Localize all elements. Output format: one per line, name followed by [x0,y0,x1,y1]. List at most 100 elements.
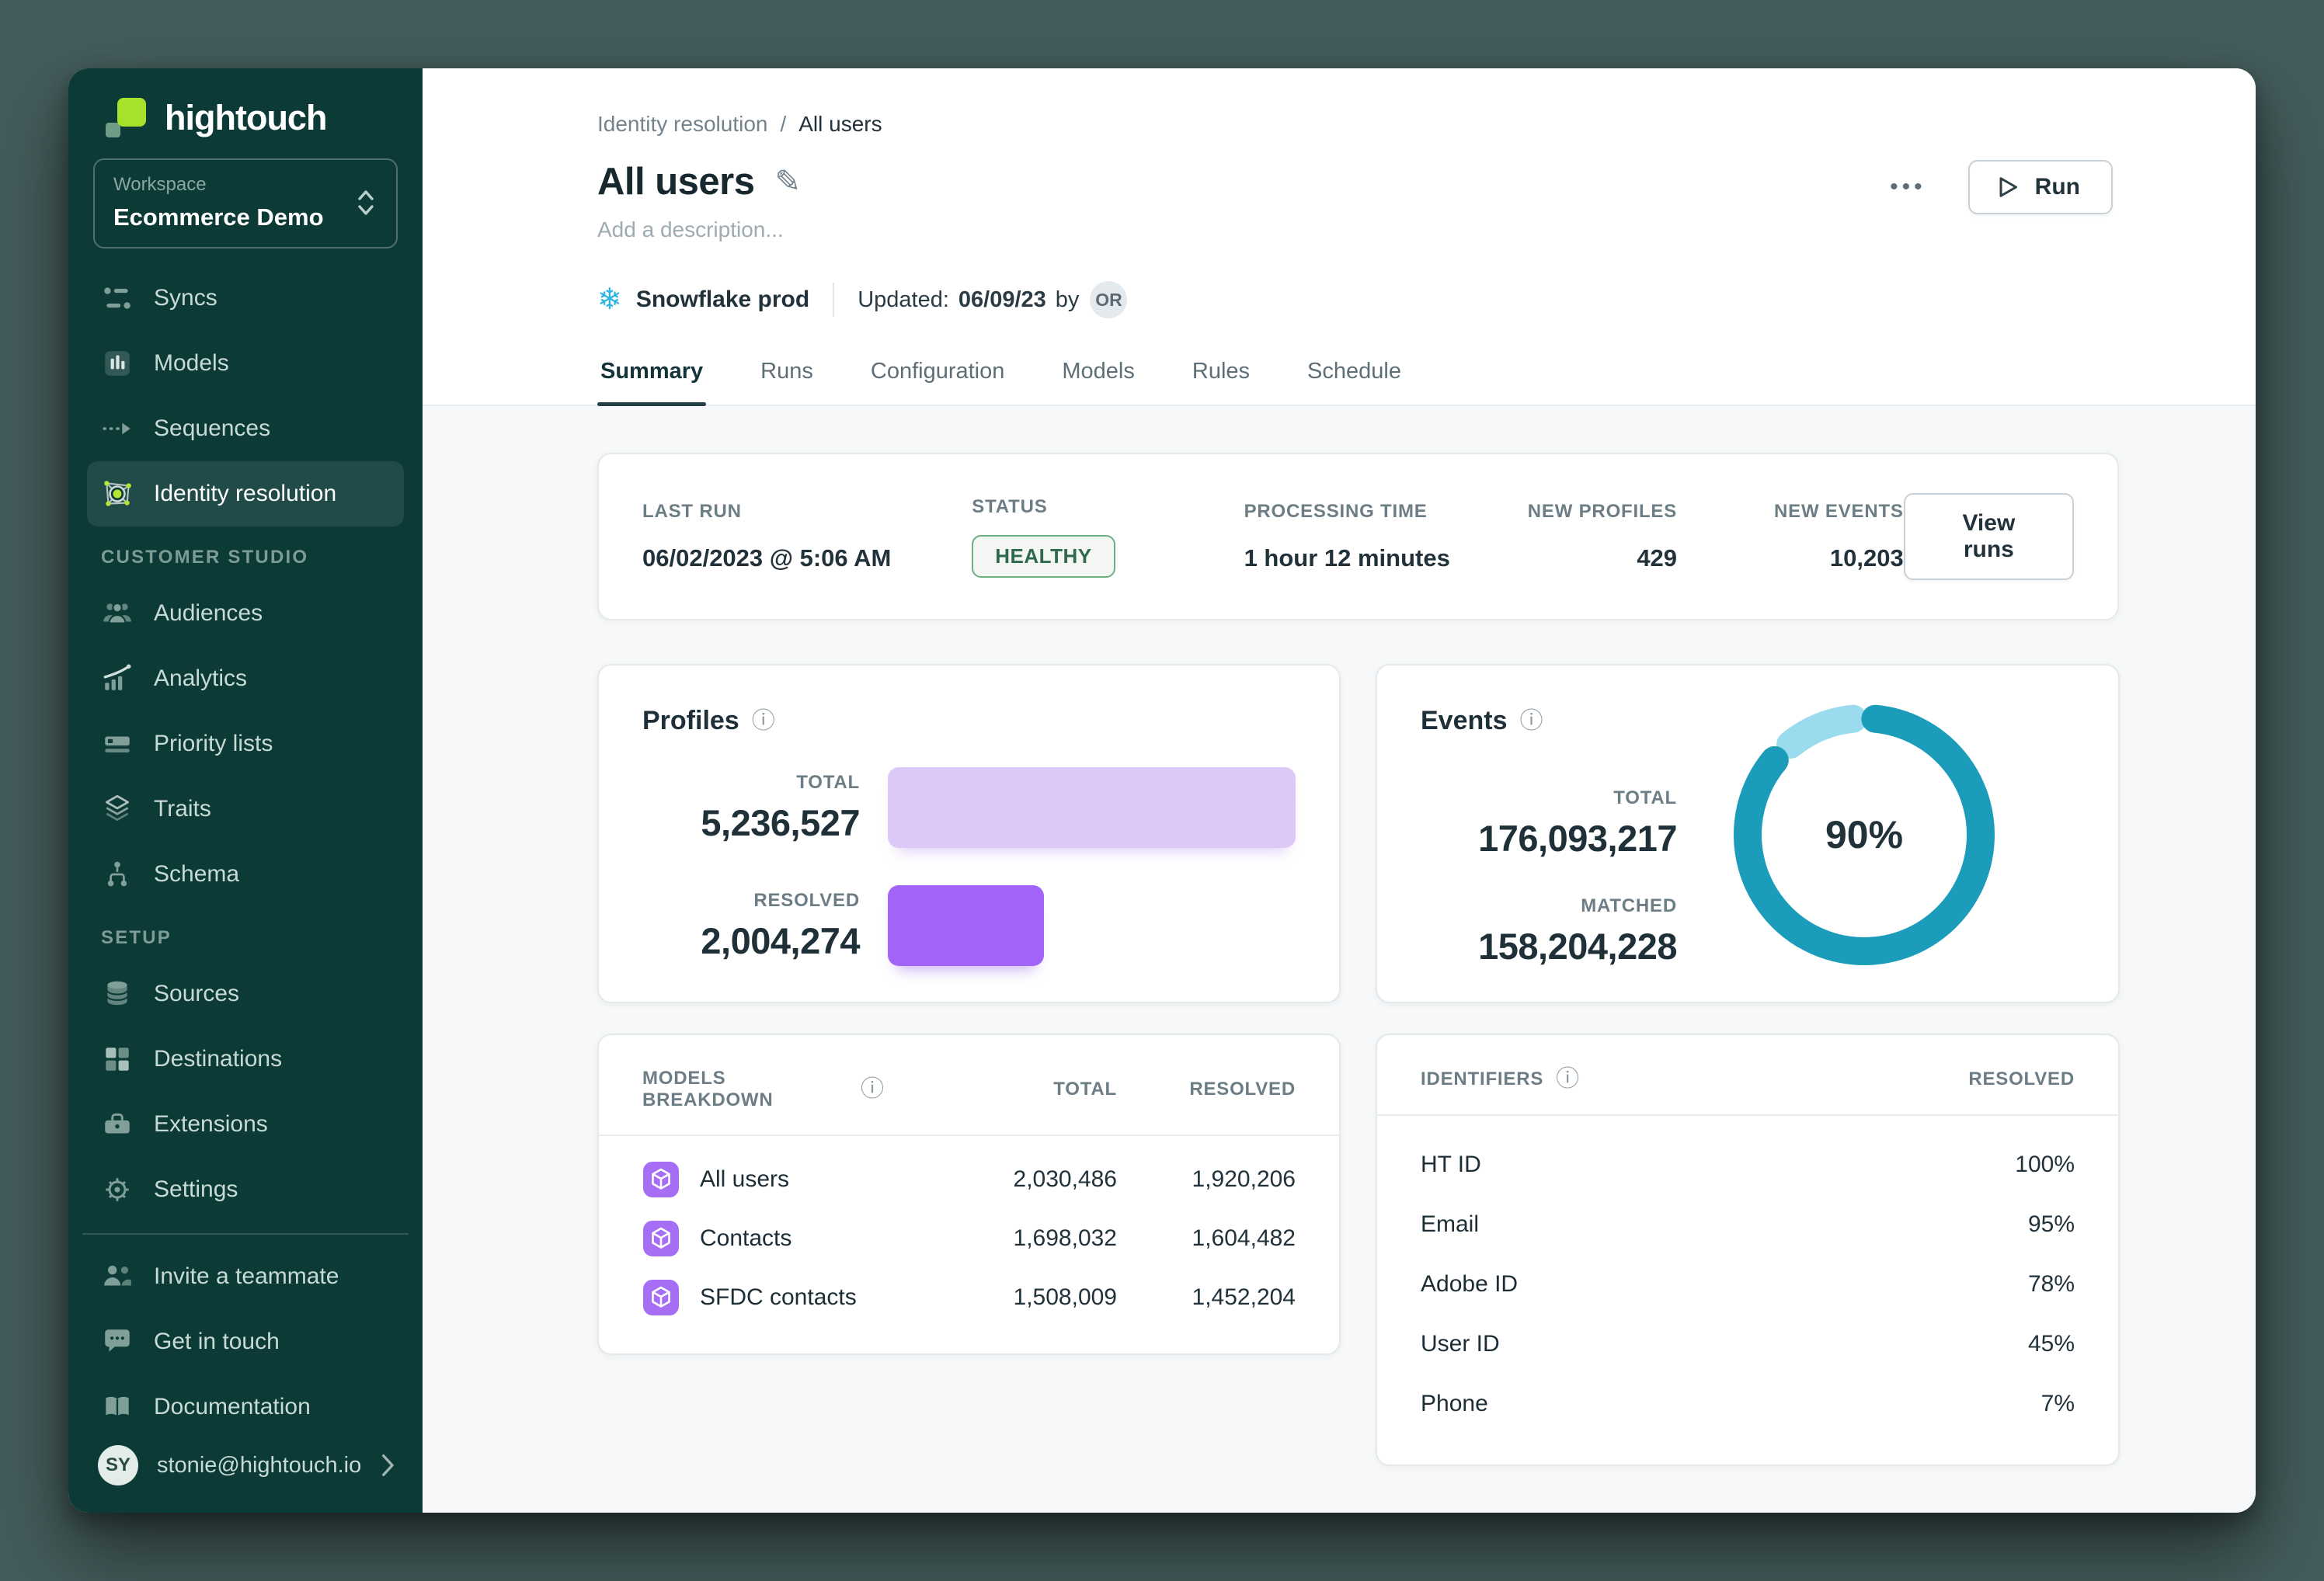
identifier-value: 78% [2027,1270,2075,1297]
audiences-icon [101,597,134,630]
sidebar-item[interactable]: Analytics [87,646,404,711]
updated-by-avatar: OR [1090,281,1128,318]
sidebar-item[interactable]: Priority lists [87,711,404,777]
breadcrumb-parent[interactable]: Identity resolution [597,112,768,136]
sidebar: hightouch Workspace Ecommerce Demo Syncs [68,68,423,1513]
sequences-icon [101,412,134,445]
analytics-icon [101,662,134,695]
sidebar-item[interactable]: Documentation [87,1374,404,1440]
updated-prefix: Updated: [858,287,949,312]
new-profiles-label: NEW PROFILES [1527,501,1678,522]
model-resolved: 1,452,204 [1192,1284,1296,1310]
profiles-total-bar [888,767,1296,848]
header-actions: ••• Run [1884,160,2113,214]
description-placeholder[interactable]: Add a description... [597,217,784,241]
sidebar-item-label: Sequences [154,415,271,441]
sidebar-item[interactable]: Models [87,331,404,396]
model-row[interactable]: All users 2,030,486 1,920,206 [642,1150,1296,1209]
edit-title-icon[interactable]: ✎ [774,165,801,199]
profiles-total-value: 5,236,527 [701,801,860,843]
model-cube-icon [642,1279,680,1316]
model-resolved: 1,604,482 [1192,1225,1296,1251]
sidebar-nav-setup: Sources Destinations Extensions Settings [87,961,404,1222]
sidebar-divider [82,1233,409,1235]
sidebar-item-label: Identity resolution [154,481,337,506]
models-icon [101,347,134,380]
model-cube-icon [642,1161,680,1198]
sidebar-item-label: Models [154,350,229,376]
source-name[interactable]: Snowflake prod [635,287,810,312]
last-run-value: 06/02/2023 @ 5:06 AM [642,544,892,572]
models-col-total: TOTAL [1053,1079,1117,1100]
identifier-name: Adobe ID [1421,1270,1519,1297]
chat-icon [101,1326,134,1358]
tab-label: Models [1062,359,1135,384]
tab[interactable]: Rules [1189,354,1253,405]
destinations-icon [101,1043,134,1075]
tab[interactable]: Runs [757,354,816,405]
identifier-value: 45% [2027,1330,2075,1357]
sidebar-item-label: Get in touch [154,1329,280,1354]
sidebar-item[interactable]: Identity resolution [87,461,404,526]
summary-content: LAST RUN 06/02/2023 @ 5:06 AM STATUS HEA… [423,406,2256,1513]
profiles-total-label: TOTAL [796,771,860,793]
invite-icon [101,1260,134,1293]
meta-divider [833,283,835,317]
sidebar-item[interactable]: Traits [87,777,404,842]
tab[interactable]: Summary [597,354,707,406]
tab[interactable]: Configuration [868,354,1008,405]
view-runs-button[interactable]: View runs [1903,493,2075,580]
sidebar-item[interactable]: Destinations [87,1027,404,1092]
sidebar-item[interactable]: Extensions [87,1092,404,1157]
sidebar-item[interactable]: Sources [87,961,404,1027]
model-row[interactable]: SFDC contacts 1,508,009 1,452,204 [642,1268,1296,1327]
sidebar-item-label: Extensions [154,1111,268,1137]
profiles-resolved-label: RESOLVED [753,889,860,911]
sidebar-item[interactable]: Settings [87,1157,404,1222]
sidebar-item[interactable]: Sequences [87,396,404,461]
sidebar-item[interactable]: Schema [87,842,404,907]
section-setup: SETUP [101,927,172,948]
models-table-body: All users 2,030,486 1,920,206 [599,1136,1339,1353]
user-account-row[interactable]: SY stonie@hightouch.io [87,1440,404,1491]
identifier-row: Email 95% [1421,1194,2075,1254]
breadcrumb: Identity resolution / All users [597,112,2119,137]
identifier-value: 100% [2015,1151,2075,1177]
info-icon[interactable]: ⓘ [1556,1066,1580,1092]
events-card: Events ⓘ TOTAL 176,093,217 MATCHED 158,2… [1376,664,2120,1003]
more-menu-button[interactable]: ••• [1884,168,1933,207]
donut-percent-label: 90% [1825,813,1904,857]
identifier-name: Email [1421,1211,1480,1237]
hightouch-logo[interactable]: hightouch [87,96,404,140]
docs-icon [101,1391,134,1423]
run-button[interactable]: Run [1967,160,2113,214]
page-title: All users [597,161,755,203]
sidebar-item[interactable]: Syncs [87,266,404,331]
workspace-selector[interactable]: Workspace Ecommerce Demo [93,158,398,248]
status-badge: HEALTHY [972,534,1115,578]
tab[interactable]: Schedule [1304,354,1404,405]
info-icon[interactable]: ⓘ [1519,707,1543,734]
donut-unmatched-arc [1734,704,1995,965]
model-row[interactable]: Contacts 1,698,032 1,604,482 [642,1209,1296,1268]
sidebar-nav-main: Syncs Models Sequences Identity resoluti… [87,266,404,526]
info-icon[interactable]: ⓘ [861,1076,884,1102]
sidebar-item[interactable]: Invite a teammate [87,1244,404,1309]
info-icon[interactable]: ⓘ [751,707,775,734]
identifiers-col-resolved: RESOLVED [1968,1068,2075,1089]
donut-matched-arc [1734,704,1995,965]
hightouch-logo-icon [104,96,148,140]
sidebar-item-label: Audiences [154,600,263,626]
sidebar-item[interactable]: Get in touch [87,1309,404,1374]
events-matched-value: 158,204,228 [1478,926,1677,967]
sidebar-item-label: Syncs [154,285,217,311]
model-cube-icon [642,1220,680,1257]
events-total-label: TOTAL [1613,787,1677,808]
tab[interactable]: Models [1059,354,1138,405]
settings-icon [101,1173,134,1206]
models-col-resolved: RESOLVED [1189,1079,1296,1100]
page-header: Identity resolution / All users All user… [423,68,2256,406]
sidebar-item[interactable]: Audiences [87,581,404,646]
tab-label: Rules [1192,359,1251,384]
traits-icon [101,793,134,825]
